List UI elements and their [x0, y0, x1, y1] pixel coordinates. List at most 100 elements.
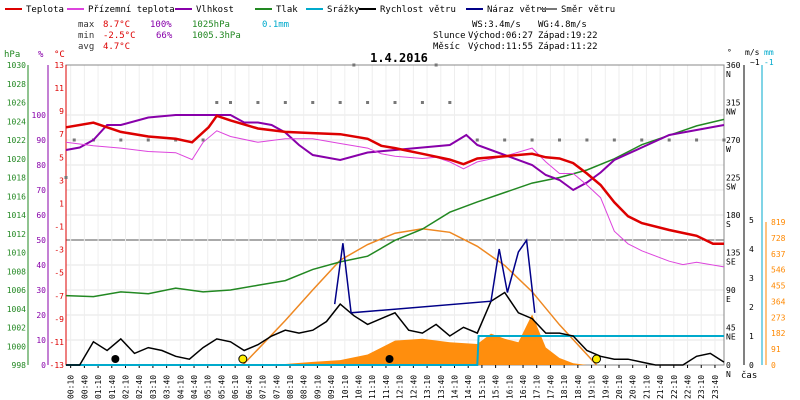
x-tick-label: 02:10	[121, 375, 130, 399]
direction-tick-label: 90	[726, 286, 736, 295]
wind-tick-label: 4	[749, 245, 754, 254]
wind-direction-point	[283, 101, 287, 104]
direction-tick-compass: S	[726, 220, 731, 229]
legend-label: Náraz větru	[487, 5, 547, 15]
wind-tick-label: 0	[749, 361, 754, 370]
wind-direction-point	[393, 101, 397, 104]
temperature-tick-label: -13	[50, 361, 65, 370]
stat-avg-label: avg	[78, 42, 94, 52]
x-tick-label: 08:10	[286, 375, 295, 399]
legend-label: Teplota	[26, 5, 64, 15]
pressure-tick-label: 1022	[7, 136, 26, 145]
wind-direction-point	[667, 138, 671, 142]
wind-top-label: ~1	[750, 58, 760, 67]
solar-tick-label: 546	[771, 266, 786, 275]
moon-marker	[385, 355, 394, 363]
pressure-tick-label: 1016	[7, 192, 26, 201]
wind-direction-point	[352, 63, 356, 67]
wind-direction-point	[338, 101, 342, 104]
x-tick-label: 03:10	[149, 375, 158, 399]
wind-direction-point	[475, 138, 479, 142]
temperature-tick-label: 13	[54, 61, 64, 70]
wind-direction-point	[311, 101, 315, 104]
pressure-tick-label: 1010	[7, 249, 26, 258]
stat-min-hum: 66%	[156, 31, 173, 41]
rain-unit: mm	[764, 48, 774, 57]
x-tick-label: 15:40	[492, 375, 501, 399]
x-tick-label: 05:10	[204, 375, 213, 399]
axes: hPa% °C9981000100210041006100810101012101…	[4, 48, 786, 399]
stat-max-hum: 100%	[150, 20, 172, 30]
direction-tick-label: 180	[726, 211, 741, 220]
x-tick-label: 16:10	[505, 375, 514, 399]
x-tick-label: 07:40	[272, 375, 281, 399]
pressure-tick-label: 1030	[7, 61, 26, 70]
temperature-tick-label: 7	[59, 130, 64, 139]
sunrise-time: Východ:06:27	[468, 31, 533, 41]
wind-direction-point	[640, 138, 644, 142]
wind-direction-point	[119, 138, 123, 142]
direction-tick-label: 135	[726, 249, 741, 258]
x-tick-label: 08:40	[300, 375, 309, 399]
legend-label: Směr větru	[561, 5, 615, 15]
humidity-tick-label: 90	[36, 136, 46, 145]
sun-label: Slunce	[433, 31, 466, 41]
x-tick-label: 23:10	[697, 375, 706, 399]
wind-tick-label: 3	[749, 274, 754, 283]
x-tick-label: 19:10	[588, 375, 597, 399]
stat-avg-temp: 4.7°C	[103, 42, 130, 52]
wind-direction-point	[503, 138, 507, 142]
direction-tick-compass: NE	[726, 333, 736, 342]
wind-direction-point	[366, 101, 370, 104]
x-tick-label: 09:10	[313, 375, 322, 399]
direction-tick-label: 270	[726, 136, 741, 145]
humidity-tick-label: 10	[36, 336, 46, 345]
pressure-unit: hPa	[4, 50, 20, 60]
temperature-tick-label: 3	[59, 176, 64, 185]
x-tick-label: 17:10	[533, 375, 542, 399]
wind-direction-point	[695, 138, 699, 142]
pressure-tick-label: 1008	[7, 267, 26, 276]
direction-unit: °	[727, 48, 732, 57]
temperature-tick-label: -3	[54, 246, 64, 255]
humidity-tick-label: 30	[36, 286, 46, 295]
x-tick-label: 06:10	[231, 375, 240, 399]
direction-tick-label: 45	[726, 324, 736, 333]
x-tick-label: 15:10	[478, 375, 487, 399]
legend: Teplota Přízemní teplota Vlhkost Tlak Srážky…	[5, 5, 615, 15]
x-tick-label: 22:40	[684, 375, 693, 399]
pressure-tick-label: 1012	[7, 230, 26, 239]
x-tick-label: 16:40	[519, 375, 528, 399]
solar-tick-label: 637	[771, 250, 786, 259]
moon-marker	[111, 355, 120, 363]
x-tick-label: 18:10	[560, 375, 569, 399]
x-tick-label: 00:10	[67, 375, 76, 399]
x-tick-label: 20:10	[615, 375, 624, 399]
pressure-tick-label: 1024	[7, 117, 26, 126]
direction-tick-compass: N	[726, 370, 731, 379]
direction-tick-label: 360	[726, 61, 741, 70]
x-tick-label: 20:40	[629, 375, 638, 399]
moonrise-time: Východ:11:55	[468, 42, 533, 52]
x-tick-label: 07:10	[259, 375, 268, 399]
direction-tick-compass: SE	[726, 258, 736, 267]
stat-max-press: 1025hPa	[192, 20, 230, 30]
temperature-tick-label: -11	[50, 338, 65, 347]
legend-label: Vlhkost	[196, 5, 234, 15]
solar-tick-label: 273	[771, 313, 786, 322]
humidity-tick-label: 20	[36, 311, 46, 320]
pressure-tick-label: 1006	[7, 286, 26, 295]
wind-direction-point	[72, 138, 76, 142]
stats-panel: max 8.7°C 100% 1025hPa 0.1mm min -2.5°C …	[78, 20, 289, 52]
solar-tick-label: 819	[771, 218, 786, 227]
direction-tick-label: 0	[726, 361, 731, 370]
x-tick-label: 19:40	[601, 375, 610, 399]
pressure-tick-label: 1014	[7, 211, 26, 220]
humidity-tick-label: 40	[36, 261, 46, 270]
wind-direction-point	[585, 138, 589, 142]
legend-label: Přízemní teplota	[88, 5, 175, 15]
direction-tick-label: 315	[726, 99, 741, 108]
pressure-tick-label: 1020	[7, 155, 26, 164]
x-tick-label: 09:40	[327, 375, 336, 399]
pressure-tick-label: 1026	[7, 99, 26, 108]
